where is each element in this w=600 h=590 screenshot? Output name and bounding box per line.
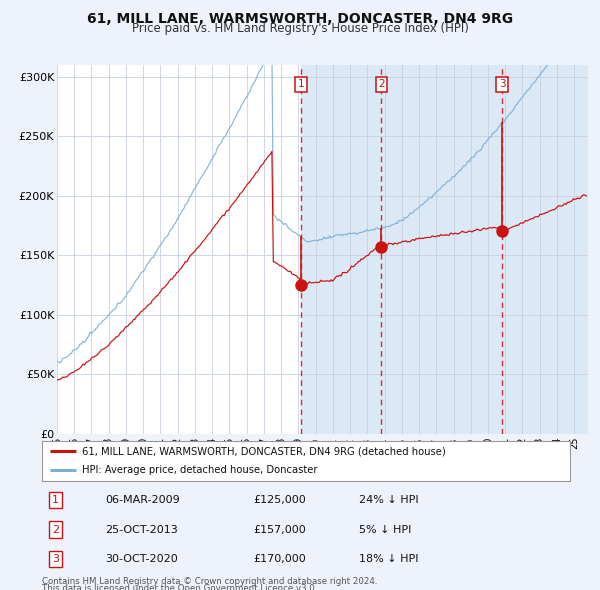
Text: 1: 1 xyxy=(298,79,305,89)
Text: 1: 1 xyxy=(52,495,59,505)
Text: £170,000: £170,000 xyxy=(253,554,306,564)
Text: 61, MILL LANE, WARMSWORTH, DONCASTER, DN4 9RG: 61, MILL LANE, WARMSWORTH, DONCASTER, DN… xyxy=(87,12,513,26)
Text: £125,000: £125,000 xyxy=(253,495,306,505)
Text: 06-MAR-2009: 06-MAR-2009 xyxy=(106,495,180,505)
Text: 25-OCT-2013: 25-OCT-2013 xyxy=(106,525,178,535)
Text: 5% ↓ HPI: 5% ↓ HPI xyxy=(359,525,411,535)
Text: 2: 2 xyxy=(52,525,59,535)
Text: 24% ↓ HPI: 24% ↓ HPI xyxy=(359,495,418,505)
Text: 61, MILL LANE, WARMSWORTH, DONCASTER, DN4 9RG (detached house): 61, MILL LANE, WARMSWORTH, DONCASTER, DN… xyxy=(82,446,445,456)
Text: 18% ↓ HPI: 18% ↓ HPI xyxy=(359,554,418,564)
Text: Price paid vs. HM Land Registry's House Price Index (HPI): Price paid vs. HM Land Registry's House … xyxy=(131,22,469,35)
Text: This data is licensed under the Open Government Licence v3.0.: This data is licensed under the Open Gov… xyxy=(42,584,317,590)
Text: 3: 3 xyxy=(52,554,59,564)
Text: 2: 2 xyxy=(378,79,385,89)
Bar xyxy=(301,65,588,434)
Text: £157,000: £157,000 xyxy=(253,525,306,535)
Text: 3: 3 xyxy=(499,79,506,89)
Text: 30-OCT-2020: 30-OCT-2020 xyxy=(106,554,178,564)
Text: HPI: Average price, detached house, Doncaster: HPI: Average price, detached house, Donc… xyxy=(82,466,317,476)
Text: Contains HM Land Registry data © Crown copyright and database right 2024.: Contains HM Land Registry data © Crown c… xyxy=(42,577,377,586)
